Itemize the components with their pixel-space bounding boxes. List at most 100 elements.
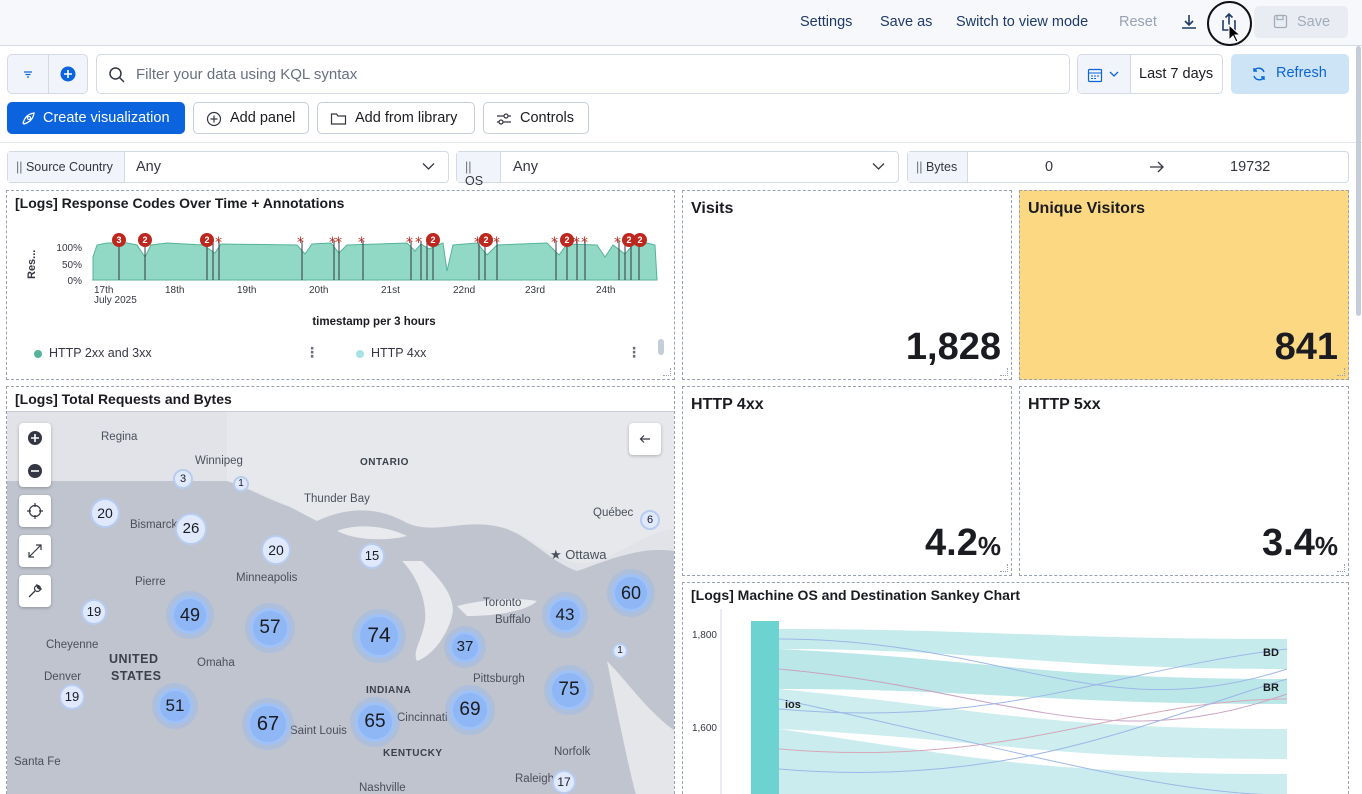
map-cluster[interactable]: 6 [640,510,660,530]
bytes-max[interactable]: 19732 [1230,159,1271,175]
drag-handle-icon[interactable]: || [465,160,472,174]
y-tick-label: 0% [68,276,83,287]
legend-menu-icon[interactable]: ⋮ [627,344,641,360]
map-cluster[interactable]: 1 [233,476,249,492]
settings-link[interactable]: Settings [800,14,853,30]
panel-title: [Logs] Response Codes Over Time + Annota… [15,195,345,211]
controls-icon [497,113,511,125]
os-control[interactable]: || OS Any [456,151,899,188]
source-country-value[interactable]: Any [136,159,161,175]
filter-icon[interactable] [21,67,35,81]
map-cluster[interactable]: 15 [359,543,385,569]
map-place-label: Pierre [135,576,166,588]
map-cluster[interactable]: 43 [547,597,583,633]
resize-handle[interactable] [1337,368,1345,376]
x-tick-label: 21st [381,285,400,296]
map-cluster[interactable]: 20 [90,498,120,528]
collapse-legend-button[interactable] [629,423,661,455]
chevron-down-icon[interactable] [422,162,435,171]
fullscreen-button[interactable] [19,535,51,567]
total-requests-panel[interactable]: [Logs] Total Requests and Bytes Regina W… [6,386,675,794]
map-place-label: ★ Ottawa [550,547,607,562]
resize-handle[interactable] [1000,368,1008,376]
add-from-library-button[interactable]: Add from library [317,102,475,134]
chevron-down-icon[interactable] [872,162,885,171]
resize-handle[interactable] [1000,564,1008,572]
switch-view-mode-link[interactable]: Switch to view mode [956,14,1089,30]
map-cluster[interactable]: 60 [612,574,650,612]
response-codes-chart[interactable]: Res... 100% 50% 0% * * * * * * * * * * * * * 3 2 2 2… [7,221,675,331]
controls-button[interactable]: Controls [483,102,589,134]
http-4xx-panel[interactable]: HTTP 4xx 4.2% [682,386,1012,576]
arrow-right-icon [1150,161,1164,173]
bytes-min[interactable]: 0 [1045,159,1054,175]
map-cluster[interactable]: 17 [552,770,576,794]
svg-text:*: * [573,235,580,251]
legend-item-http-4xx[interactable]: HTTP 4xx [371,346,427,360]
add-filter-icon[interactable] [59,65,77,83]
source-country-control[interactable]: || Source Country Any [7,151,449,183]
filter-menu[interactable] [7,54,88,94]
map-cluster[interactable]: 57 [250,608,290,648]
map-cluster[interactable]: 19 [81,599,107,625]
map-cluster[interactable]: 51 [157,688,193,724]
date-picker[interactable]: Last 7 days [1077,54,1223,94]
map-place-label: Nashville [359,782,406,794]
x-tick-label: 20th [309,285,328,296]
legend-menu-icon[interactable]: ⋮ [305,344,319,360]
http-5xx-panel[interactable]: HTTP 5xx 3.4% [1019,386,1349,576]
zoom-in-icon[interactable] [27,430,43,446]
map-place-label: Cincinnati [397,712,448,724]
sankey-panel[interactable]: [Logs] Machine OS and Destination Sankey… [682,582,1349,794]
metric-title: Unique Visitors [1028,200,1146,217]
legend-scrollbar[interactable] [658,339,664,355]
sankey-chart[interactable]: 1,800 1,600 ios BD BR [683,609,1349,794]
map-cluster[interactable]: 65 [355,702,395,742]
os-value[interactable]: Any [513,159,538,175]
drag-handle-icon[interactable]: || [16,160,26,174]
drag-handle-icon[interactable]: || [916,160,926,174]
map-cluster[interactable]: 37 [449,631,481,663]
map-cluster[interactable]: 19 [59,684,85,710]
create-visualization-button[interactable]: Create visualization [7,102,185,134]
unique-visitors-panel[interactable]: Unique Visitors 841 [1019,190,1349,380]
x-tick-label: 17th [94,285,113,296]
refresh-button[interactable]: Refresh [1231,54,1349,94]
download-icon[interactable] [1178,11,1200,33]
page-scrollbar[interactable] [1356,46,1361,316]
controls-label: Controls [520,110,574,126]
resize-handle[interactable] [663,368,671,376]
map-canvas[interactable]: Regina Winnipeg ONTARIO Thunder Bay Québ… [7,411,674,794]
toolbar-divider [0,142,1362,143]
reset-link[interactable]: Reset [1119,14,1157,30]
zoom-out-icon[interactable] [27,463,43,479]
quick-menu-button[interactable] [1078,55,1131,93]
map-cluster[interactable]: 67 [247,703,289,745]
response-codes-panel[interactable]: [Logs] Response Codes Over Time + Annota… [6,190,675,380]
add-panel-button[interactable]: Add panel [193,102,309,134]
map-cluster[interactable]: 26 [175,513,207,545]
kql-search-input[interactable]: Filter your data using KQL syntax [96,54,1070,94]
visits-panel[interactable]: Visits 1,828 [682,190,1012,380]
save-label: Save [1297,14,1331,30]
x-tick-label: 18th [165,285,184,296]
map-cluster[interactable]: 49 [171,596,209,634]
map-cluster[interactable]: 69 [450,690,490,730]
save-button[interactable]: Save [1254,6,1348,38]
set-view-button[interactable] [19,495,51,527]
legend-item-http-2xx[interactable]: HTTP 2xx and 3xx [49,346,152,360]
map-place-label: ONTARIO [360,457,409,468]
map-cluster[interactable]: 3 [173,469,193,489]
map-cluster[interactable]: 74 [357,614,401,658]
map-cluster[interactable]: 1 [612,643,628,659]
map-cluster[interactable]: 20 [261,535,291,565]
sankey-node-label: ios [785,699,801,711]
bytes-control[interactable]: || Bytes 0 19732 [907,151,1349,183]
map-place-label: Saint Louis [290,725,347,737]
resize-handle[interactable] [1337,564,1345,572]
map-cluster[interactable]: 75 [549,670,589,710]
tools-button[interactable] [19,575,51,607]
date-range-label[interactable]: Last 7 days [1139,66,1214,82]
save-as-link[interactable]: Save as [880,14,933,30]
map-place-label: Minneapolis [236,572,298,584]
